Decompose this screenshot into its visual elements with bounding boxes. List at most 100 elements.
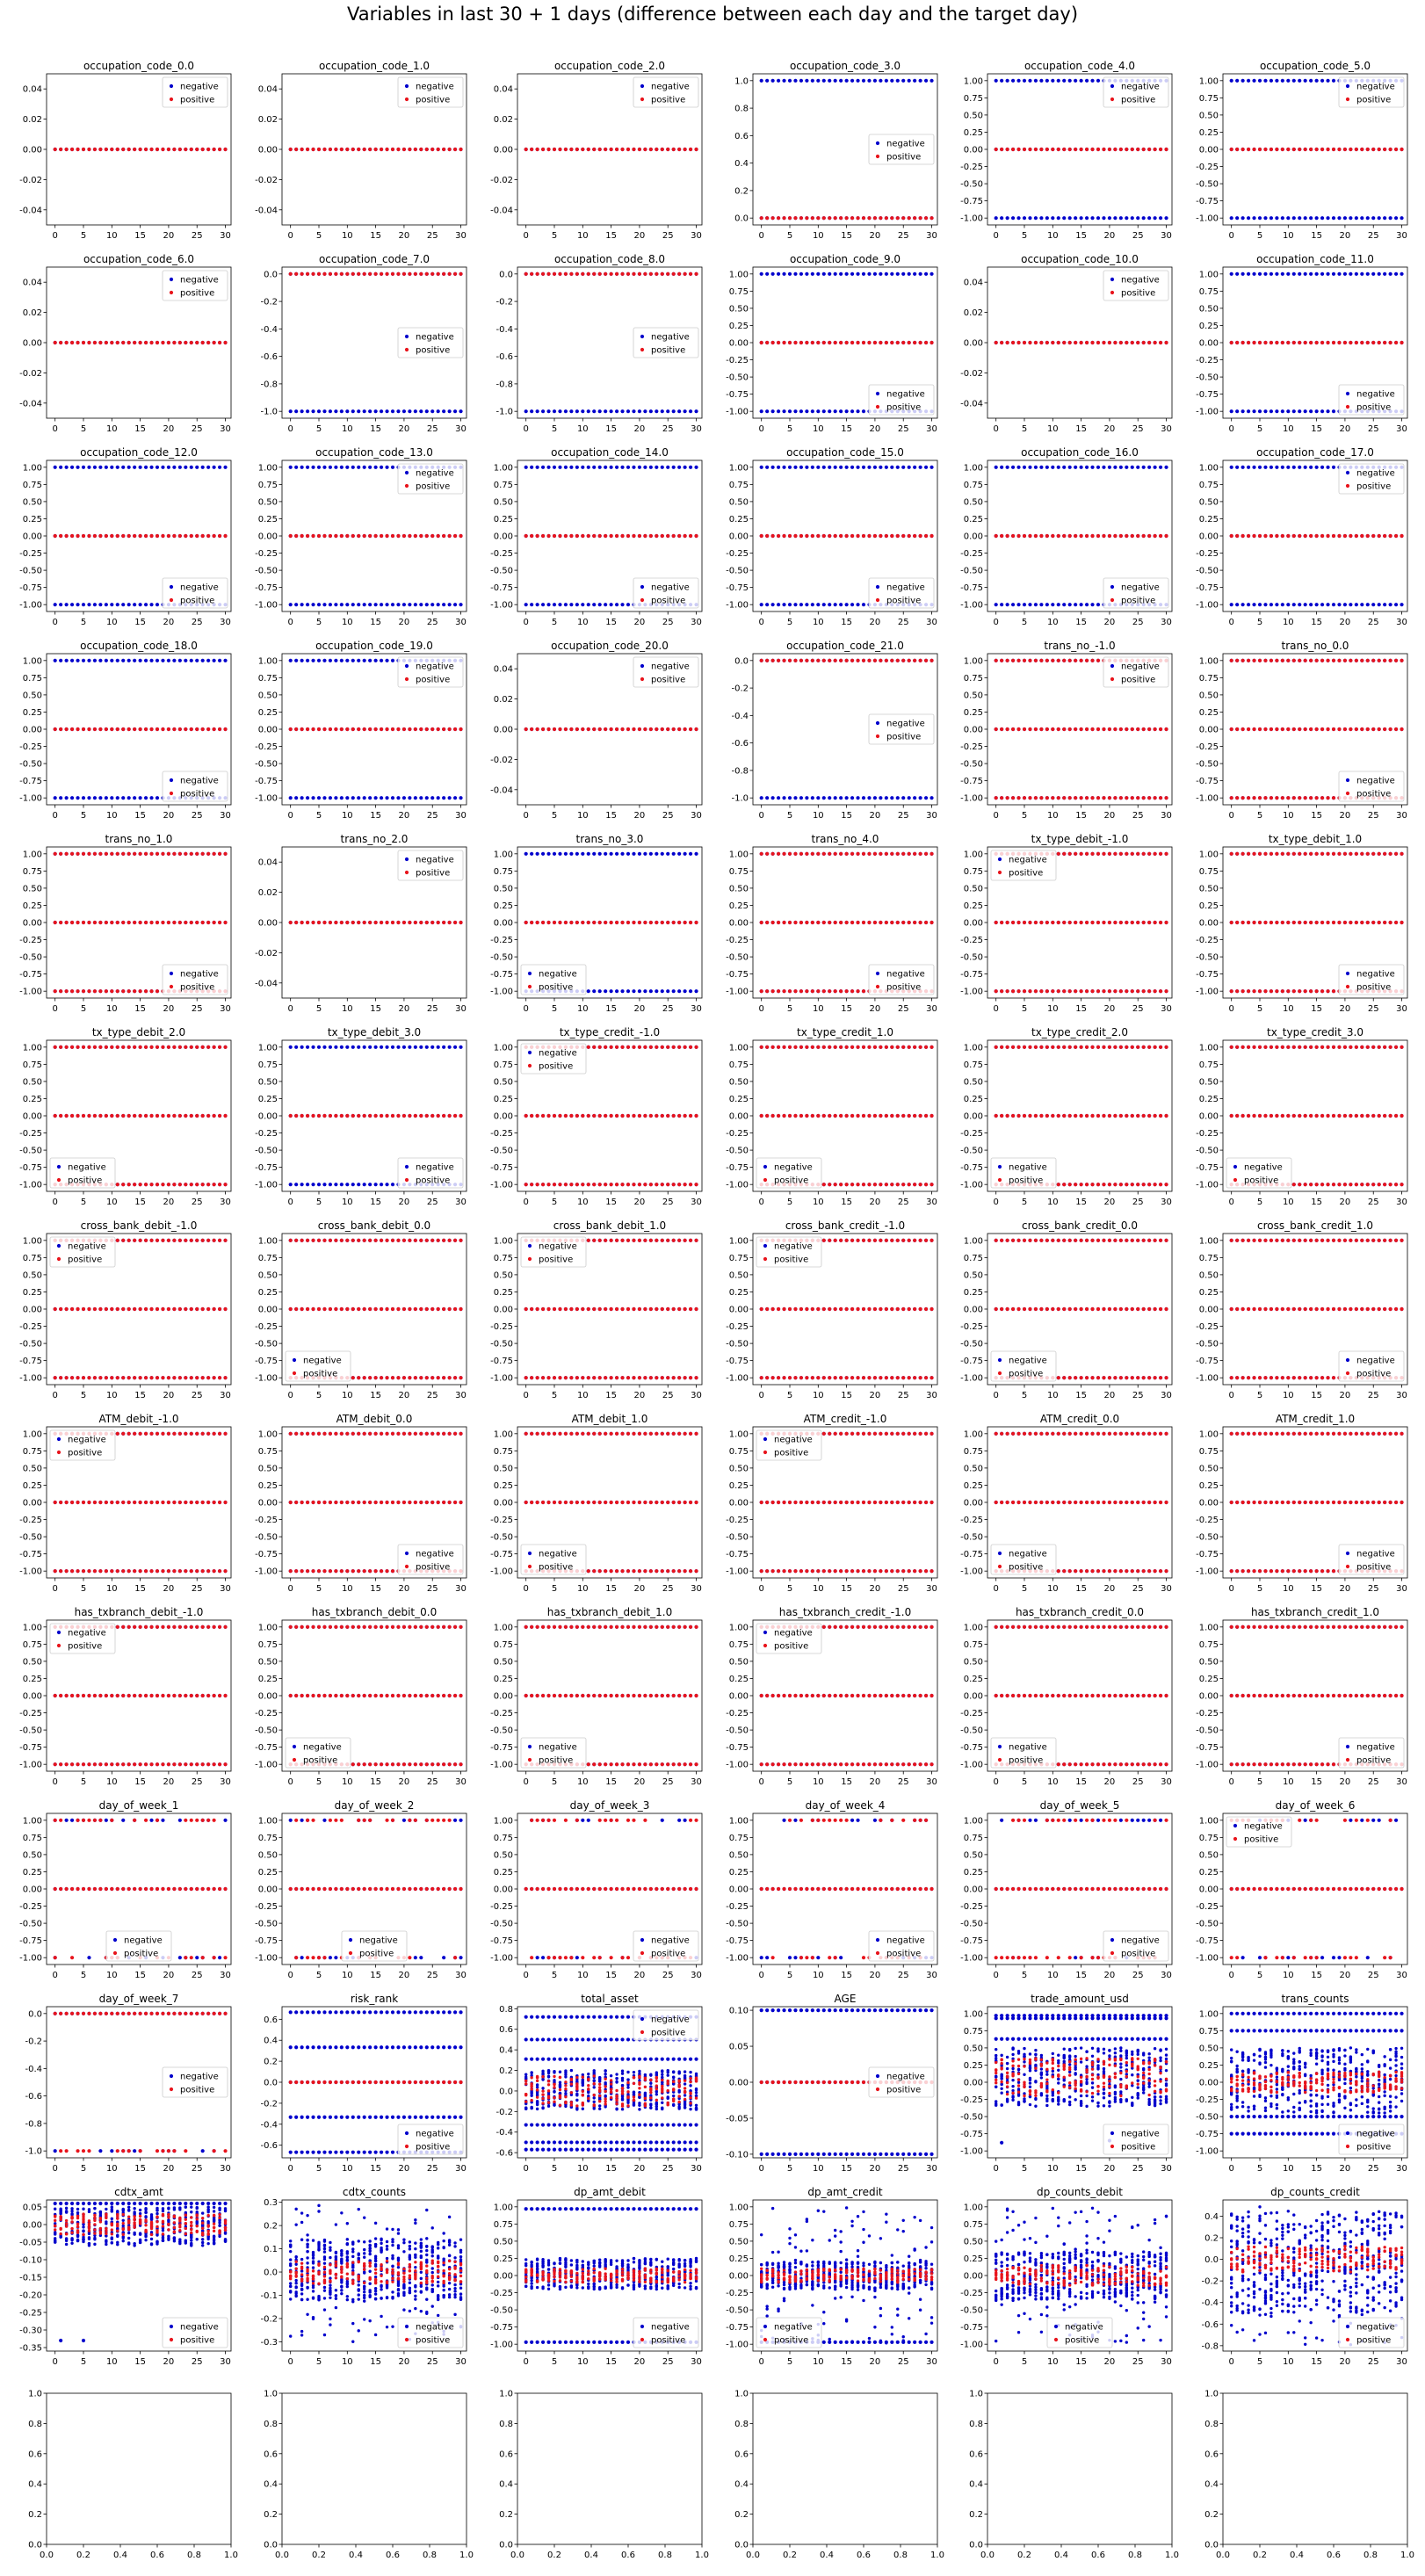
data-point: [770, 796, 775, 800]
data-point: [879, 340, 883, 345]
data-point: [138, 851, 142, 856]
subplot-occupation_code_12.0: occupation_code_12.00 5 10 15 20 25 301.000.75…: [19, 446, 232, 627]
data-point: [1246, 271, 1251, 276]
subplot-title: occupation_code_9.0: [790, 253, 901, 265]
data-point: [821, 989, 826, 994]
data-point: [76, 603, 80, 607]
data-point: [436, 920, 440, 925]
data-point: [339, 796, 344, 800]
data-point: [770, 465, 775, 469]
data-point: [1377, 658, 1381, 662]
data-point: [98, 658, 103, 662]
data-point: [552, 851, 557, 856]
x-tick-label: 20: [1340, 1004, 1351, 1014]
data-point: [930, 920, 934, 925]
data-point: [632, 989, 636, 994]
data-point: [913, 533, 917, 539]
legend-label-negative: negative: [1356, 390, 1395, 400]
data-point: [59, 658, 63, 662]
data-point: [1056, 603, 1060, 607]
x-tick-label: 25: [192, 618, 203, 627]
data-point: [907, 340, 911, 345]
data-point: [87, 603, 91, 607]
legend-marker-positive: [404, 870, 409, 875]
data-point: [1393, 216, 1399, 221]
data-point: [821, 78, 826, 83]
data-point: [217, 851, 222, 856]
data-point: [1125, 147, 1129, 152]
data-point: [430, 920, 435, 925]
data-point: [1056, 796, 1060, 800]
x-tick-label: 5: [787, 231, 792, 241]
data-point: [212, 147, 216, 152]
data-point: [177, 727, 182, 732]
data-point: [1033, 920, 1038, 925]
x-tick-label: 20: [1340, 811, 1351, 821]
y-tick-label: 0.00: [23, 919, 42, 929]
data-point: [861, 851, 866, 856]
legend-marker-positive: [875, 404, 880, 409]
data-point: [586, 603, 590, 607]
data-point: [1229, 409, 1233, 414]
y-tick-label: 1.00: [494, 463, 513, 473]
data-point: [1291, 271, 1296, 276]
data-point: [447, 533, 452, 539]
data-point: [1235, 216, 1240, 221]
y-tick-label: 0.00: [964, 339, 983, 349]
data-point: [1067, 465, 1072, 469]
data-point: [436, 271, 440, 276]
x-tick-label: 5: [787, 618, 792, 627]
legend-marker-negative: [640, 663, 645, 669]
data-point: [362, 796, 366, 800]
data-point: [149, 1183, 154, 1187]
data-point: [907, 271, 911, 276]
x-tick-label: 15: [1075, 1004, 1087, 1014]
data-point: [776, 920, 781, 925]
data-point: [558, 851, 562, 856]
y-tick-label: -0.2: [495, 298, 513, 308]
data-point: [1096, 465, 1101, 469]
data-point: [1051, 78, 1055, 83]
data-point: [64, 851, 69, 856]
data-point: [1125, 465, 1129, 469]
subplot-trans_no_1.0: trans_no_1.00 5 10 15 20 25 301.000.750.500.25…: [19, 833, 232, 1014]
data-point: [424, 920, 429, 925]
data-point: [1107, 465, 1112, 469]
data-point: [1269, 727, 1274, 732]
data-point: [322, 147, 327, 152]
data-point: [288, 533, 293, 539]
data-point: [1342, 727, 1348, 732]
data-point: [1141, 465, 1146, 469]
data-point: [1158, 533, 1163, 539]
data-point: [671, 533, 676, 539]
data-point: [524, 920, 528, 925]
data-point: [626, 603, 631, 607]
data-point: [1388, 851, 1392, 856]
y-tick-label: -1.00: [19, 1181, 42, 1190]
data-point: [143, 603, 148, 607]
data-point: [322, 1045, 327, 1049]
x-tick-label: 10: [342, 618, 353, 627]
data-point: [430, 1045, 435, 1049]
data-point: [1275, 78, 1279, 83]
data-point: [1158, 465, 1163, 469]
y-tick-label: 0.25: [1199, 515, 1219, 525]
data-point: [1147, 533, 1152, 539]
data-point: [1016, 603, 1021, 607]
data-point: [1022, 658, 1027, 662]
data-point: [1000, 603, 1004, 607]
data-point: [1016, 147, 1021, 152]
data-point: [1033, 216, 1038, 221]
data-point: [821, 409, 826, 414]
legend-marker-negative: [404, 663, 409, 669]
data-point: [1062, 658, 1067, 662]
data-point: [1113, 216, 1118, 221]
scatter-marks: [1229, 78, 1404, 221]
data-point: [810, 465, 814, 469]
data-point: [294, 533, 299, 539]
data-point: [810, 603, 814, 607]
data-point: [212, 1183, 216, 1187]
data-point: [861, 658, 866, 662]
data-point: [805, 920, 809, 925]
